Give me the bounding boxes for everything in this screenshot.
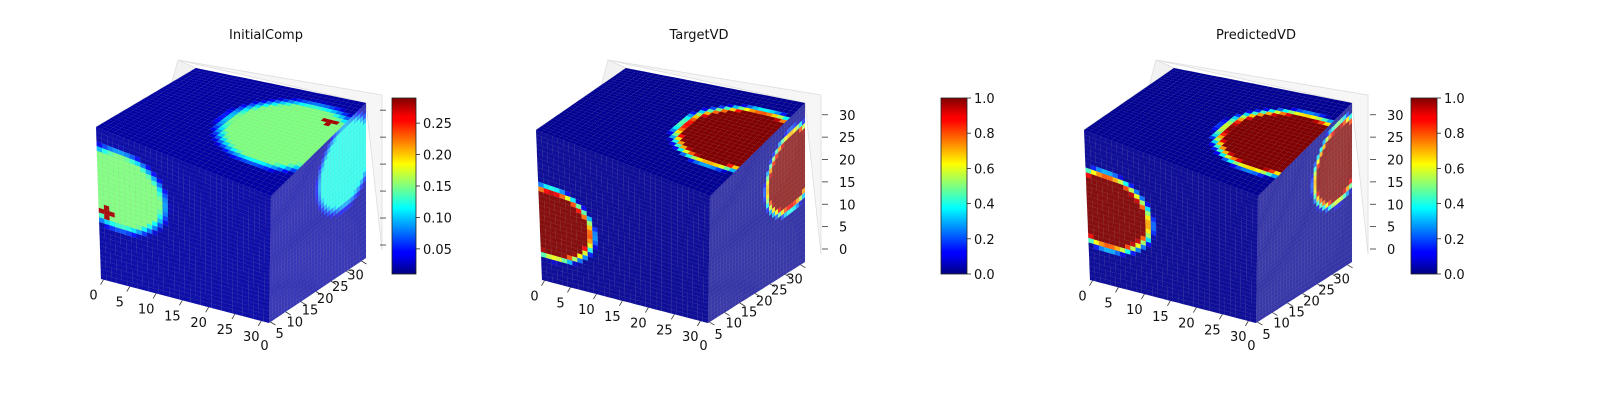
panel-targetvd: TargetVD 0 5 10 15 20 25 300510152025300510152… — [530, 28, 994, 354]
x-tick-mark — [152, 293, 157, 299]
colorbar-tick-label: 0.25 — [423, 117, 452, 132]
panel-title: TargetVD — [668, 28, 728, 43]
y-tick-label: 25 — [332, 280, 349, 295]
y-tick-label: 5 — [275, 327, 283, 342]
colorbar-tick-label: 0.20 — [423, 149, 452, 164]
y-tick-mark — [270, 321, 276, 326]
y-tick-label: 30 — [347, 268, 364, 283]
x-tick-label: 15 — [164, 309, 181, 324]
colorbar-tick-label: 0.05 — [423, 243, 452, 258]
x-tick-mark — [100, 279, 104, 285]
voxel-cube — [95, 67, 367, 324]
y-tick-label: 10 — [287, 315, 304, 330]
colorbar-gradient — [391, 97, 417, 275]
x-tick-label: 5 — [116, 296, 124, 311]
x-tick-mark — [231, 313, 236, 320]
y-tick-label: 20 — [317, 292, 334, 307]
voxel-cube — [535, 67, 806, 324]
x-tick-mark — [257, 320, 262, 327]
x-tick-label: 20 — [190, 316, 207, 331]
y-tick-mark — [285, 311, 291, 316]
x-tick-mark — [126, 286, 131, 292]
panel-title: InitialComp — [229, 28, 303, 43]
x-tick-mark — [205, 306, 209, 313]
x-tick-label: 25 — [217, 323, 234, 338]
y-tick-label: 15 — [302, 304, 319, 319]
x-tick-mark — [179, 300, 183, 306]
x-tick-label: 30 — [243, 330, 260, 345]
y-tick-mark — [361, 260, 367, 265]
x-tick-label: 0 — [89, 289, 97, 304]
colorbar-tick-label: 0.15 — [423, 180, 452, 195]
colorbar-tick-label: 0.10 — [423, 211, 452, 226]
back-pane-right — [177, 59, 383, 251]
x-tick-label: 10 — [138, 302, 155, 317]
y-tick-label: 0 — [260, 339, 268, 354]
colorbar: 0.05 0.10 0.15 0.20 0.25 — [391, 97, 452, 275]
